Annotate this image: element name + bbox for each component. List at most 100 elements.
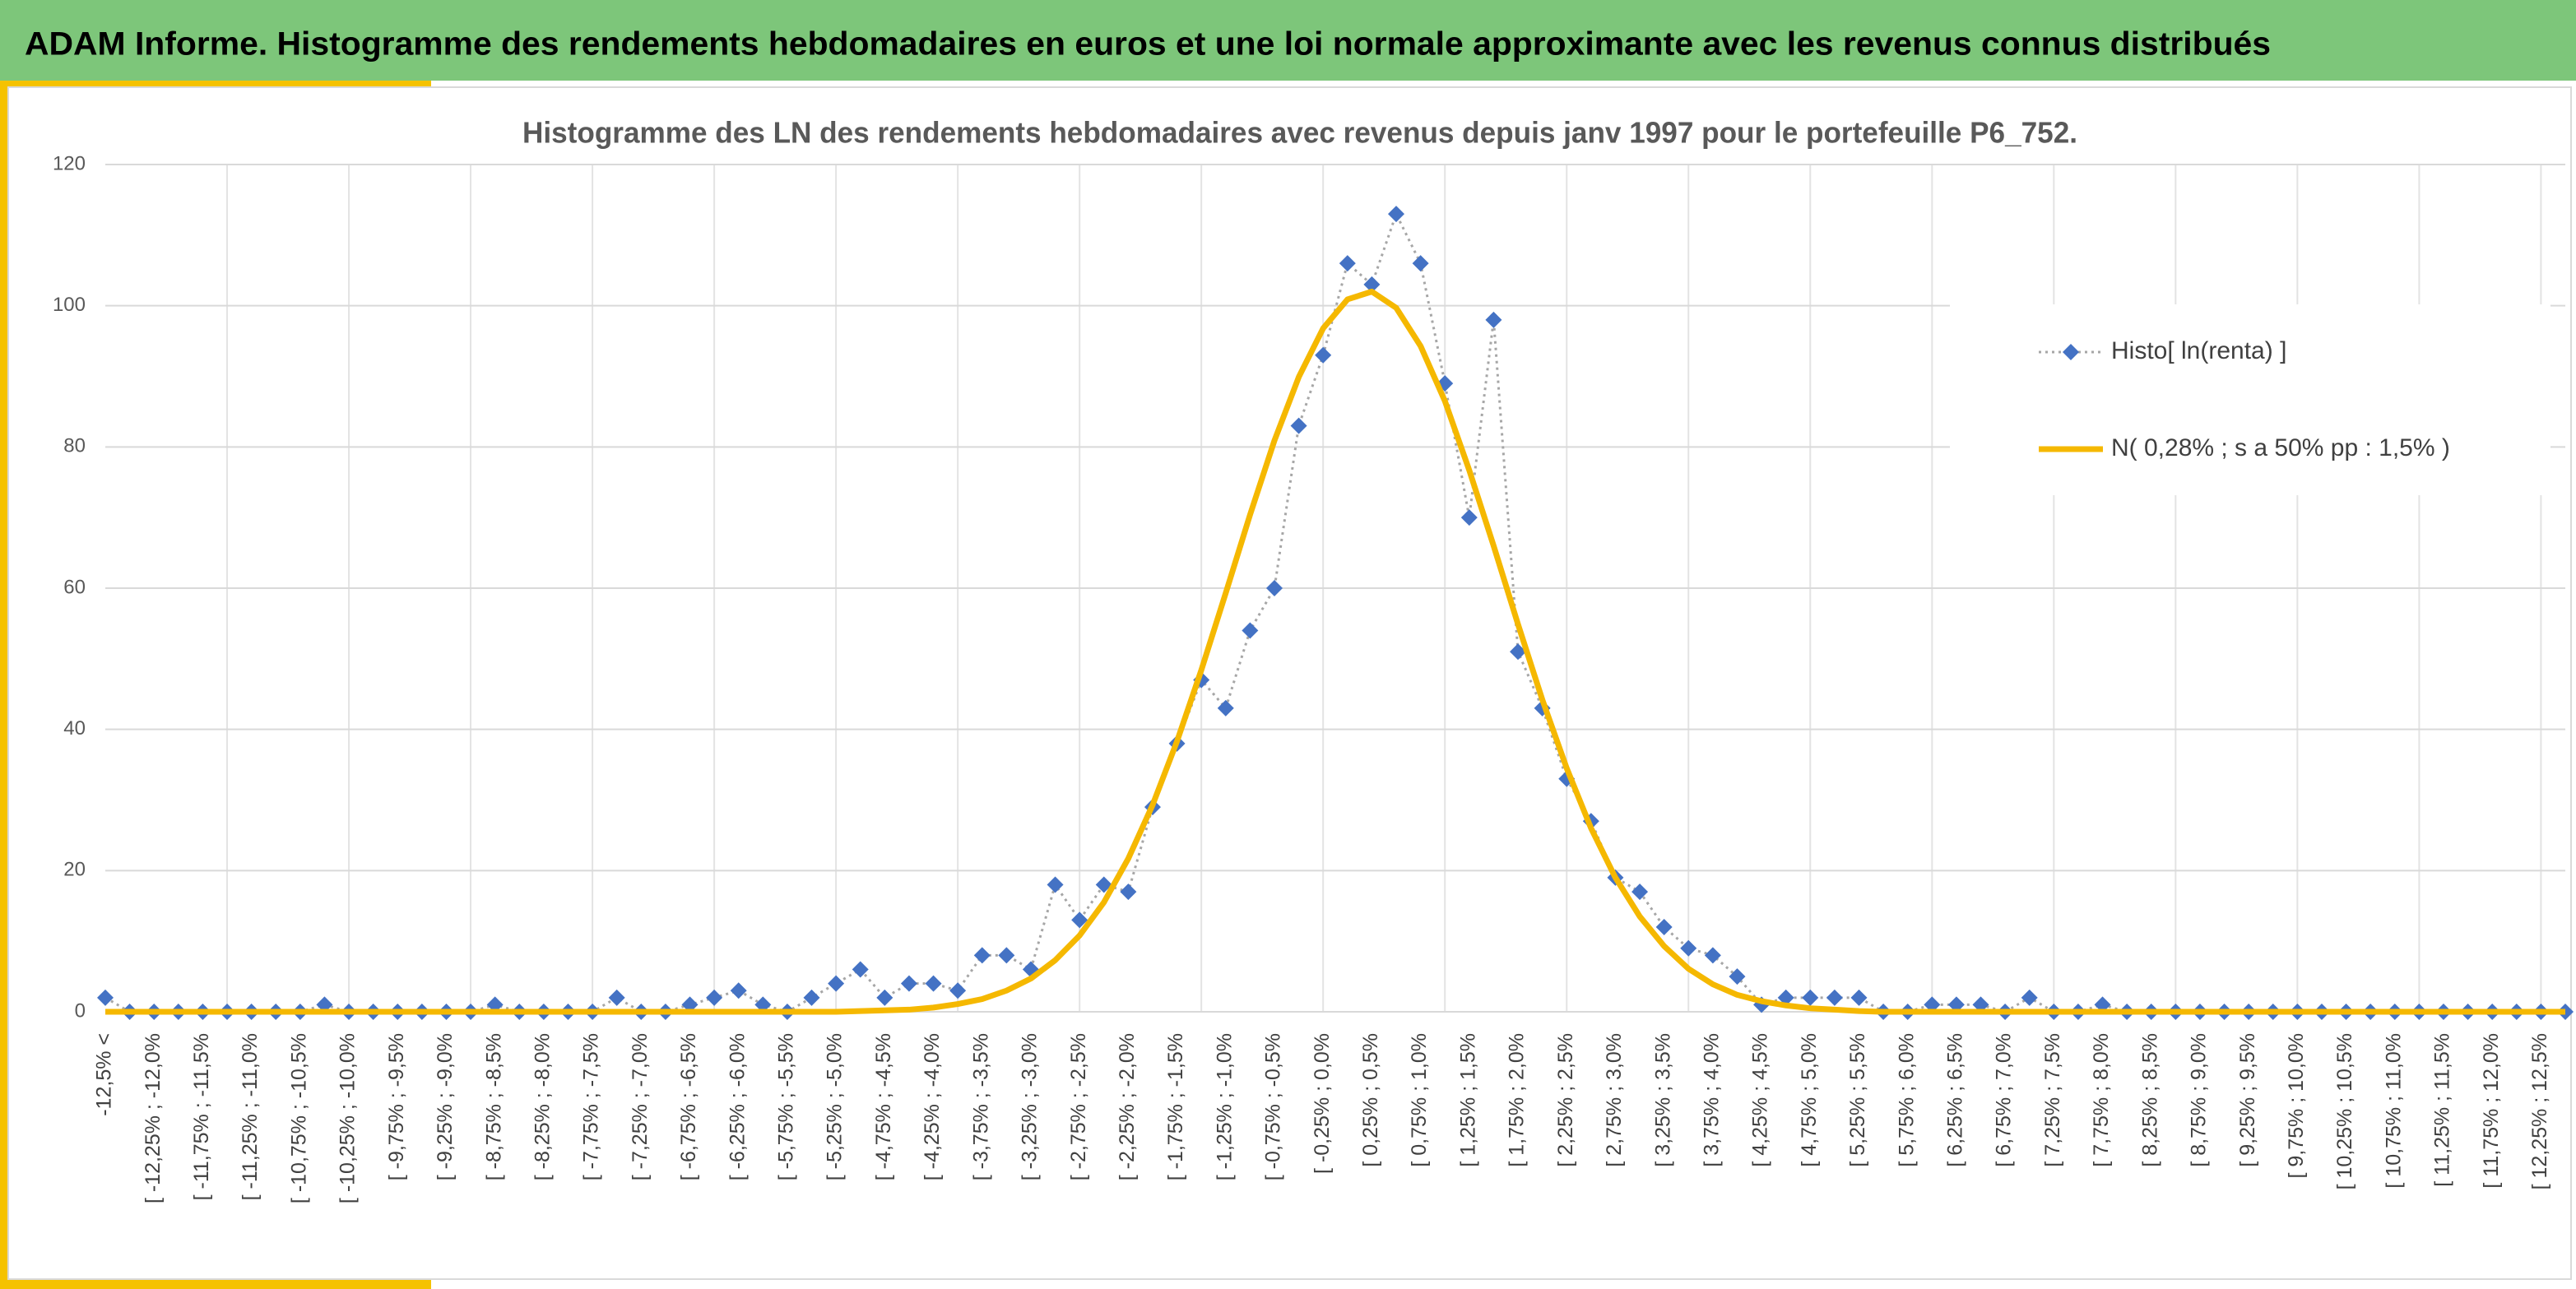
data-point xyxy=(828,975,845,992)
x-tick-label: [ 8,75% ; 9,0% xyxy=(2188,1033,2211,1167)
x-tick-label: [ 11,25% ; 11,5% xyxy=(2431,1033,2454,1187)
y-tick-label: 0 xyxy=(75,999,86,1022)
x-tick-label: [ -7,25% ; -7,0% xyxy=(629,1033,652,1180)
data-point xyxy=(925,975,942,992)
data-point xyxy=(1729,968,1746,985)
y-tick-label: 120 xyxy=(53,152,86,174)
data-point xyxy=(97,989,114,1006)
header-banner xyxy=(0,0,2576,81)
x-tick-label: [ 1,25% ; 1,5% xyxy=(1456,1033,1479,1167)
x-tick-label: [ -7,75% ; -7,5% xyxy=(580,1033,603,1180)
y-tick-label: 60 xyxy=(63,576,86,598)
data-point xyxy=(1777,989,1794,1006)
data-point xyxy=(1655,919,1673,935)
data-point xyxy=(681,996,699,1013)
data-point xyxy=(1924,996,1941,1013)
x-tick-label: [ -5,75% ; -5,5% xyxy=(775,1033,798,1180)
x-tick-label: [ -1,25% ; -1,0% xyxy=(1213,1033,1236,1180)
data-point xyxy=(1217,699,1234,716)
x-tick-label: [ 8,25% ; 8,5% xyxy=(2138,1033,2161,1167)
data-point xyxy=(754,996,772,1013)
chart-title: Histogramme des LN des rendements hebdom… xyxy=(522,116,2077,150)
legend-box xyxy=(1950,304,2550,495)
x-tick-label: [ -2,75% ; -2,5% xyxy=(1067,1033,1090,1180)
x-tick-label: [ 0,75% ; 1,0% xyxy=(1408,1033,1431,1167)
x-tick-label: [ 12,25% ; 12,5% xyxy=(2528,1033,2551,1189)
legend-label: Histo[ ln(renta) ] xyxy=(2111,337,2286,364)
x-tick-label: [ -3,25% ; -3,0% xyxy=(1019,1033,1042,1180)
x-tick-label: [ 0,25% ; 0,5% xyxy=(1359,1033,1382,1167)
data-point xyxy=(1315,346,1332,364)
x-tick-label: [ -8,75% ; -8,5% xyxy=(482,1033,505,1180)
data-point xyxy=(1339,255,1356,272)
data-point xyxy=(730,982,747,999)
x-tick-label: [ -6,25% ; -6,0% xyxy=(726,1033,749,1180)
x-tick-label: [ 6,75% ; 7,0% xyxy=(1993,1033,2016,1167)
x-tick-label: [ -8,25% ; -8,0% xyxy=(531,1033,554,1180)
data-point xyxy=(1120,883,1137,901)
data-point xyxy=(1071,911,1088,929)
data-point xyxy=(803,989,820,1006)
data-point xyxy=(1510,643,1527,661)
data-point xyxy=(1850,989,1868,1006)
data-point xyxy=(706,989,723,1006)
y-tick-label: 80 xyxy=(63,435,86,457)
x-tick-label: [ 11,75% ; 12,0% xyxy=(2480,1033,2503,1189)
x-tick-label: [ -4,75% ; -4,5% xyxy=(872,1033,895,1180)
data-point xyxy=(2094,996,2111,1013)
data-point xyxy=(1047,876,1064,893)
data-point xyxy=(1972,996,1989,1013)
x-tick-label: [ -10,25% ; -10,0% xyxy=(337,1033,360,1203)
data-point xyxy=(876,989,893,1006)
data-point xyxy=(973,947,991,964)
data-point xyxy=(998,947,1015,964)
x-tick-label: [ 10,25% ; 10,5% xyxy=(2333,1033,2356,1189)
data-point xyxy=(1388,206,1405,223)
x-tick-label: [ -3,75% ; -3,5% xyxy=(969,1033,992,1180)
data-point xyxy=(2021,989,2038,1006)
legend: Histo[ ln(renta) ] N( 0,28% ; s a 50% pp … xyxy=(1950,304,2550,495)
data-point xyxy=(1412,255,1429,272)
x-tick-label: [ 6,25% ; 6,5% xyxy=(1944,1033,1967,1167)
legend-marker xyxy=(2063,344,2079,360)
x-tick-label: [ -5,25% ; -5,0% xyxy=(824,1033,847,1180)
x-tick-label: [ -9,25% ; -9,0% xyxy=(434,1033,457,1180)
data-point xyxy=(900,975,917,992)
x-tick-label: [ -2,25% ; -2,0% xyxy=(1116,1033,1139,1180)
frame-accent xyxy=(0,81,8,1289)
x-tick-label: [ -6,75% ; -6,5% xyxy=(677,1033,700,1180)
data-point xyxy=(1802,989,1819,1006)
x-tick-label: [ 4,75% ; 5,0% xyxy=(1798,1033,1821,1167)
x-tick-label: [ -11,75% ; -11,5% xyxy=(190,1033,213,1200)
data-point xyxy=(486,996,504,1013)
x-tick-label: [ 3,25% ; 3,5% xyxy=(1651,1033,1674,1167)
data-point xyxy=(1680,939,1697,957)
x-tick-label: [ -9,75% ; -9,5% xyxy=(385,1033,408,1180)
x-tick-label: [ 10,75% ; 11,0% xyxy=(2382,1033,2405,1189)
x-tick-label: [ 4,25% ; 4,5% xyxy=(1749,1033,1772,1167)
x-tick-label: [ -0,75% ; -0,5% xyxy=(1262,1033,1285,1180)
y-tick-label: 40 xyxy=(63,717,86,740)
x-tick-label: [ 1,75% ; 2,0% xyxy=(1506,1033,1529,1167)
data-point xyxy=(316,996,333,1013)
data-point xyxy=(1485,311,1502,328)
data-point xyxy=(1290,417,1307,434)
x-tick-label: [ -11,25% ; -11,0% xyxy=(239,1033,262,1200)
plot-area xyxy=(97,206,2574,1020)
x-tick-label: [ 5,75% ; 6,0% xyxy=(1895,1033,1918,1167)
x-tick-label: -12,5% < xyxy=(93,1033,116,1116)
x-tick-label: [ -10,75% ; -10,5% xyxy=(287,1033,310,1203)
frame-accent xyxy=(0,1279,431,1289)
data-point xyxy=(1947,996,1965,1013)
x-tick-label: [ 9,75% ; 10,0% xyxy=(2285,1033,2308,1179)
axis-labels: 0 20 40 60 80 100 120 -12,5% < [ -12,25% ; -12,0… xyxy=(53,152,2551,1203)
data-point xyxy=(1460,509,1478,526)
x-tick-label: [ -4,25% ; -4,0% xyxy=(921,1033,944,1180)
frame-accent xyxy=(0,81,431,87)
data-point xyxy=(1242,622,1259,639)
legend-label: N( 0,28% ; s a 50% pp : 1,5% ) xyxy=(2111,434,2450,461)
x-tick-label: [ 9,25% ; 9,5% xyxy=(2236,1033,2259,1167)
data-point xyxy=(608,989,625,1006)
data-point xyxy=(1704,947,1721,964)
